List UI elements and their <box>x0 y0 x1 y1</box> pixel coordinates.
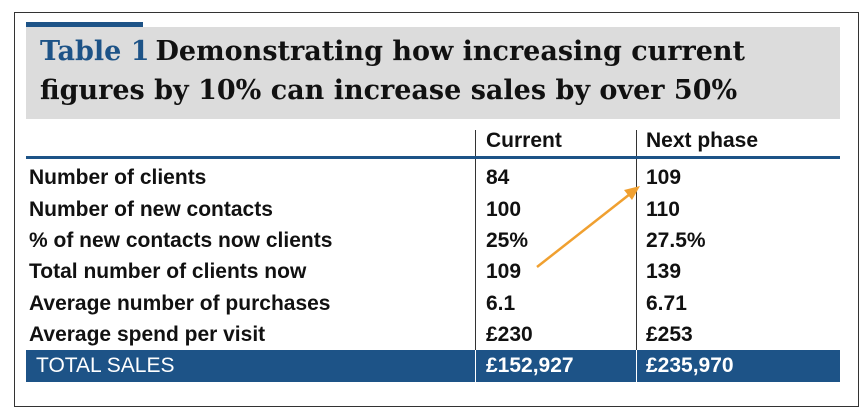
table-number: Table 1 <box>40 36 150 67</box>
title-text-1: Demonstrating how increasing current <box>155 36 746 67</box>
row-next: 110 <box>646 198 680 221</box>
total-next: £235,970 <box>646 354 734 377</box>
row-next: 27.5% <box>646 229 706 252</box>
header-rule <box>26 156 840 159</box>
row-current: £230 <box>486 323 533 346</box>
row-label: Average number of purchases <box>29 292 331 315</box>
table-row: Number of clients 84 109 <box>26 162 840 193</box>
table-row: Average spend per visit £230 £253 <box>26 319 840 350</box>
table-row: Total number of clients now 109 139 <box>26 256 840 287</box>
total-current: £152,927 <box>486 354 574 377</box>
column-header-current: Current <box>486 129 562 152</box>
row-label: % of new contacts now clients <box>29 229 333 252</box>
table-row: Average number of purchases 6.1 6.71 <box>26 288 840 319</box>
total-divider-2 <box>636 350 637 382</box>
title-line-2: figures by 10% can increase sales by ove… <box>40 75 738 106</box>
row-label: Average spend per visit <box>29 323 266 346</box>
arrow-line <box>536 193 631 268</box>
title-line-1: Table 1 Demonstrating how increasing curr… <box>40 35 745 69</box>
table-row: Number of new contacts 100 110 <box>26 194 840 225</box>
row-current: 25% <box>486 229 529 252</box>
row-next: £253 <box>646 323 693 346</box>
total-label: TOTAL SALES <box>36 354 175 377</box>
total-row: TOTAL SALES £152,927 £235,970 <box>26 350 840 382</box>
row-label: Number of new contacts <box>29 198 273 221</box>
title-box: Table 1 Demonstrating how increasing curr… <box>26 27 840 119</box>
total-divider-1 <box>475 350 476 382</box>
row-next: 6.71 <box>646 292 687 315</box>
table-row: % of new contacts now clients 25% 27.5% <box>26 225 840 256</box>
arrow-head <box>624 186 640 200</box>
row-current: 100 <box>486 198 522 221</box>
row-label: Total number of clients now <box>29 260 307 283</box>
row-label: Number of clients <box>29 166 207 189</box>
column-divider-1 <box>475 130 476 350</box>
row-current: 84 <box>486 166 510 189</box>
column-divider-2 <box>636 130 637 350</box>
row-current: 109 <box>486 260 522 283</box>
column-header-next-phase: Next phase <box>646 129 759 152</box>
row-current: 6.1 <box>486 292 516 315</box>
row-next: 109 <box>646 166 682 189</box>
title-accent-bar <box>26 22 143 27</box>
row-next: 139 <box>646 260 682 283</box>
